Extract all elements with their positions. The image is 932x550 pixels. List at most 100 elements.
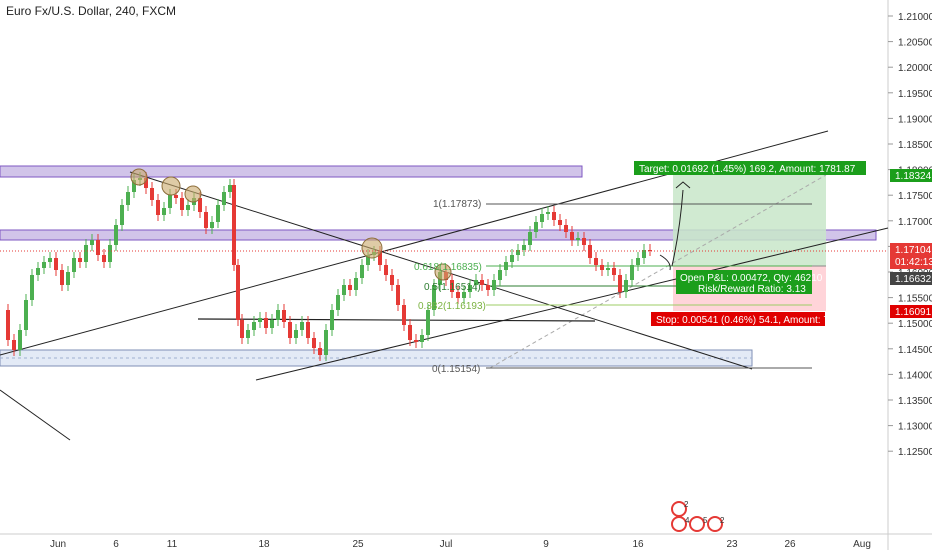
candle-body xyxy=(102,255,106,262)
candle-body xyxy=(348,285,352,290)
candle-body xyxy=(236,265,240,320)
event-badge-icon[interactable] xyxy=(671,516,687,532)
candle-body xyxy=(498,270,502,280)
candle-body xyxy=(108,245,112,262)
candle-body xyxy=(258,318,262,322)
candle-body xyxy=(84,245,88,262)
candle-body xyxy=(264,318,268,328)
candle-body xyxy=(558,220,562,225)
price-tick-label: 1.20000 xyxy=(898,63,932,74)
candle-body xyxy=(534,222,538,232)
fib-label-0: 0(1.15154) xyxy=(432,364,480,375)
candle-body xyxy=(576,238,580,240)
resistance-zone-upper[interactable] xyxy=(0,165,583,178)
event-badges[interactable]: 2 4 5 2 xyxy=(671,500,725,532)
candle-body xyxy=(150,188,154,200)
event-badge-icon[interactable] xyxy=(707,516,723,532)
candlestick-series[interactable] xyxy=(6,172,652,361)
candle-body xyxy=(510,255,514,262)
candle-body xyxy=(120,205,124,225)
event-badge-count: 2 xyxy=(720,516,725,525)
candle-body xyxy=(486,285,490,290)
candle-body xyxy=(198,198,202,212)
candle-body xyxy=(36,268,40,275)
target-price-text: 1.18324 xyxy=(895,171,932,182)
price-tick-label: 1.21000 xyxy=(898,12,932,23)
candle-body xyxy=(90,240,94,245)
event-badge-icon[interactable] xyxy=(689,516,705,532)
channel-lower-line[interactable] xyxy=(255,227,889,381)
event-badge-count: 2 xyxy=(684,500,689,509)
stop-label-bg xyxy=(651,312,825,326)
candle-body xyxy=(54,258,58,270)
candle-body xyxy=(228,185,232,192)
candle-body xyxy=(600,265,604,270)
candle-body xyxy=(276,310,280,320)
candle-body xyxy=(378,252,382,265)
candle-body xyxy=(582,238,586,245)
candle-body xyxy=(336,295,340,310)
candle-body xyxy=(18,330,22,350)
candle-body xyxy=(432,285,436,310)
target-price-tag xyxy=(890,169,932,182)
candle-body xyxy=(240,320,244,338)
time-tick-label: Jul xyxy=(440,539,453,550)
candle-body xyxy=(564,225,568,232)
countdown-text: 01:42:13 xyxy=(895,257,932,268)
candle-body xyxy=(618,275,622,292)
candle-body xyxy=(174,195,178,198)
candle-body xyxy=(390,275,394,285)
candle-body xyxy=(450,280,454,292)
price-tick-label: 1.13500 xyxy=(898,396,932,407)
candle-body xyxy=(132,180,136,192)
candle-body xyxy=(96,240,100,255)
candle-body xyxy=(144,178,148,188)
arrow-head-icon xyxy=(675,181,691,189)
highlight-circle xyxy=(184,185,202,203)
candle-body xyxy=(384,265,388,275)
candle-body xyxy=(522,245,526,250)
time-tick-label: Aug xyxy=(853,539,871,550)
pullback-arrow[interactable] xyxy=(659,254,671,271)
projection-arrow[interactable] xyxy=(671,189,684,267)
resistance-zone-middle[interactable] xyxy=(0,229,877,241)
position-path xyxy=(489,174,827,369)
pnl-label: Open P&L: 0.00472, Qty: 46210 xyxy=(680,273,823,284)
candle-body xyxy=(324,330,328,355)
highlight-circle xyxy=(130,168,148,186)
support-zone-lower[interactable] xyxy=(0,349,753,367)
candle-body xyxy=(354,278,358,290)
candle-body xyxy=(246,330,250,338)
candle-body xyxy=(66,272,70,285)
candle-body xyxy=(48,258,52,262)
candle-body xyxy=(504,262,508,270)
candle-body xyxy=(516,250,520,255)
stop-label: Stop: 0.00541 (0.46%) 54.1, Amount: 750 xyxy=(656,315,840,326)
stop-price-text: 1.16091 xyxy=(895,307,932,318)
price-tick-label: 1.15000 xyxy=(898,319,932,330)
candle-body xyxy=(330,310,334,330)
price-tick-label: 1.14500 xyxy=(898,345,932,356)
candle-body xyxy=(402,305,406,325)
candle-body xyxy=(492,280,496,290)
time-axis[interactable]: Jun 6 11 18 25 Jul 9 16 23 26 Aug xyxy=(50,539,871,550)
event-badge-count: 4 xyxy=(685,516,690,525)
candle-body xyxy=(222,192,226,205)
event-badge-count: 5 xyxy=(703,516,708,525)
candle-body xyxy=(624,280,628,292)
candle-body xyxy=(540,214,544,222)
candle-body xyxy=(552,212,556,220)
candle-body xyxy=(42,262,46,268)
price-tick-label: 1.15500 xyxy=(898,294,932,305)
price-tick-label: 1.13000 xyxy=(898,422,932,433)
candle-body xyxy=(528,232,532,245)
candle-body xyxy=(408,325,412,340)
candle-body xyxy=(570,232,574,240)
candle-body xyxy=(456,292,460,298)
candle-body xyxy=(462,292,466,298)
candle-body xyxy=(216,205,220,222)
pnl-label-bg xyxy=(676,270,812,294)
entry-price-tag xyxy=(890,272,932,285)
left-trend-line[interactable] xyxy=(0,389,71,441)
